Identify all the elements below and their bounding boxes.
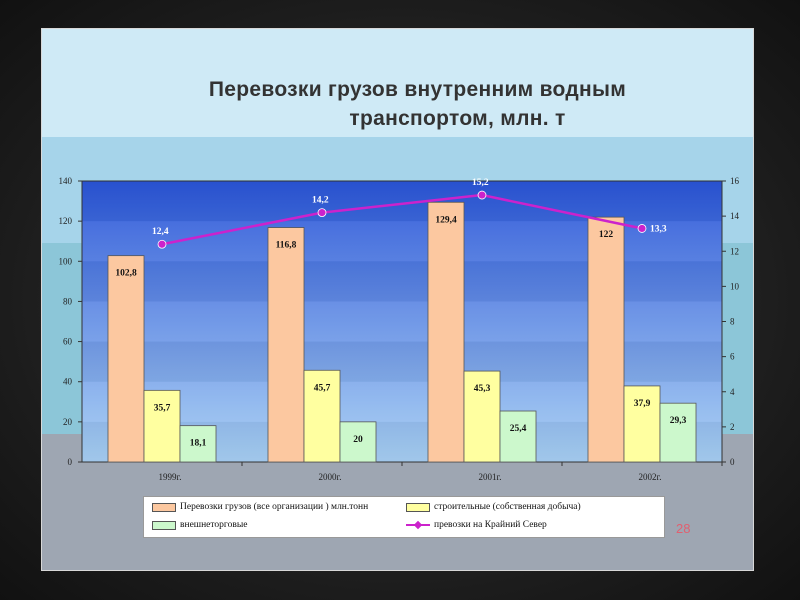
x-tick-label: 1999г. [159, 472, 182, 482]
y2-tick-label: 0 [730, 457, 735, 467]
bar-label: 129,4 [435, 215, 457, 225]
y2-tick-label: 16 [730, 176, 740, 186]
bar-0-2 [427, 201, 465, 463]
bar-label: 20 [353, 435, 363, 445]
legend-swatch-total [152, 502, 176, 512]
bar-2-3 [659, 402, 697, 463]
bar-2-1 [339, 421, 377, 463]
bar-label: 45,7 [314, 383, 331, 393]
line-point [317, 208, 327, 218]
y-tick-label: 40 [63, 377, 73, 387]
legend-label-north: превозки на Крайний Север [434, 520, 547, 530]
page-number: 28 [676, 521, 691, 536]
bar-label: 122 [599, 230, 614, 240]
line-label: 13,3 [650, 224, 667, 234]
legend-item-total: Перевозки грузов (все организации ) млн.… [152, 502, 368, 512]
x-tick-label: 2000г. [319, 472, 342, 482]
line-point [637, 224, 647, 233]
legend-label-foreign-trade: внешнеторговые [180, 520, 248, 530]
bar-label: 102,8 [115, 269, 137, 279]
y-tick-label: 100 [59, 256, 73, 266]
slide-band-top [42, 29, 753, 137]
plot-stripe [82, 181, 722, 222]
bar-label: 37,9 [634, 399, 651, 409]
x-tick-label: 2001г. [479, 472, 502, 482]
line-point [157, 239, 167, 249]
bar-1-0 [143, 389, 181, 463]
y-tick-label: 120 [59, 216, 73, 226]
slide-title-line1: Перевозки грузов внутренним водным [208, 78, 627, 101]
y2-tick-label: 14 [730, 211, 740, 221]
y2-tick-label: 4 [730, 387, 735, 397]
legend-swatch-foreign-trade [152, 520, 176, 530]
legend-item-north: превозки на Крайний Север [406, 520, 547, 530]
bar-2-0 [179, 425, 217, 463]
line-north [161, 193, 643, 246]
bar-label: 29,3 [670, 416, 687, 426]
plot-stripe [82, 301, 722, 342]
bar-label: 45,3 [474, 384, 491, 394]
line-point [477, 190, 487, 200]
bar-0-1 [267, 227, 305, 463]
plot-stripe [82, 341, 722, 382]
bar-label: 35,7 [154, 403, 171, 413]
legend-swatch-construction [406, 502, 430, 512]
y2-tick-label: 6 [730, 352, 735, 362]
legend-label-total: Перевозки грузов (все организации ) млн.… [180, 502, 369, 512]
legend-item-construction: строительные (собственная добыча) [406, 502, 581, 512]
bar-0-0 [107, 255, 145, 463]
y2-tick-label: 10 [730, 281, 740, 291]
line-label: 15,2 [472, 178, 489, 188]
y-tick-label: 20 [63, 417, 73, 427]
line-label: 14,2 [312, 196, 329, 206]
y-tick-label: 60 [63, 337, 73, 347]
y2-tick-label: 12 [730, 246, 739, 256]
y-tick-label: 0 [68, 457, 73, 467]
bar-0-3 [587, 216, 625, 463]
y-tick-label: 80 [63, 296, 73, 306]
slide-title-line2: транспортом, млн. т [349, 107, 566, 130]
legend-label-construction: строительные (собственная добыча) [434, 502, 581, 512]
bar-label: 25,4 [510, 424, 527, 434]
bar-1-1 [303, 369, 341, 463]
chart-legend: Перевозки грузов (все организации ) млн.… [143, 496, 665, 538]
line-label: 12,4 [152, 227, 169, 237]
y-tick-label: 140 [59, 176, 73, 186]
plot-stripe [82, 261, 722, 302]
bar-label: 18,1 [190, 439, 207, 449]
bar-label: 116,8 [276, 241, 297, 251]
bar-1-3 [623, 385, 661, 463]
x-tick-label: 2002г. [639, 472, 662, 482]
bar-2-2 [499, 410, 537, 463]
slide-title: Перевозки грузов внутренним водным транс… [42, 75, 753, 133]
y2-tick-label: 2 [730, 422, 735, 432]
legend-swatch-north [406, 521, 430, 529]
y2-tick-label: 8 [730, 317, 735, 327]
legend-item-foreign-trade: внешнеторговые [152, 520, 247, 530]
